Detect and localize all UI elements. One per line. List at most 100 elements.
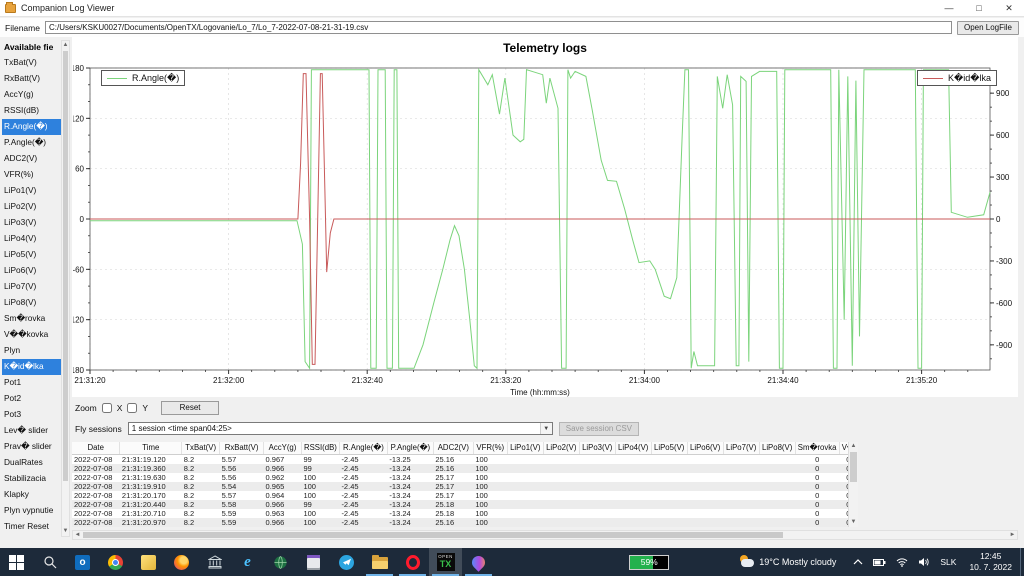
column-header-rssi-db[interactable]: RSSI(dB) (301, 442, 339, 454)
column-header-time[interactable]: Time (120, 442, 182, 454)
opentx-companion-icon[interactable]: OPENTX (429, 548, 462, 576)
sidebar-item-lev-slider[interactable]: Lev� slider (2, 423, 61, 439)
weather-widget[interactable]: 19°C Mostly cloudy (739, 555, 836, 569)
sidebar-item-lipo3-v[interactable]: LiPo3(V) (2, 215, 61, 231)
column-header-lipo6-v[interactable]: LiPo6(V) (687, 442, 723, 454)
battery-icon[interactable] (873, 558, 886, 567)
sidebar-scrollbar[interactable]: ▲ ▼ (61, 40, 70, 537)
columns-app-icon[interactable] (198, 548, 231, 576)
table-row[interactable]: 2022-07-0821:31:20.1708.25.570.964100-2.… (72, 491, 858, 500)
tray-chevron-icon[interactable] (853, 558, 863, 566)
column-header-accy-g[interactable]: AccY(g) (264, 442, 302, 454)
sidebar-item-pot1[interactable]: Pot1 (2, 375, 61, 391)
sidebar-item-plyn[interactable]: Plyn (2, 343, 61, 359)
start-icon[interactable] (0, 548, 33, 576)
zoom-y-checkbox[interactable] (127, 403, 137, 413)
telegram-icon[interactable] (330, 548, 363, 576)
scroll-right-icon[interactable]: ► (1008, 531, 1017, 539)
column-header-adc2-v[interactable]: ADC2(V) (433, 442, 473, 454)
hscroll-thumb[interactable] (83, 532, 783, 538)
globe-browser-icon[interactable] (264, 548, 297, 576)
table-row[interactable]: 2022-07-0821:31:20.9708.25.590.966100-2.… (72, 518, 858, 527)
table-scroll-thumb[interactable] (850, 452, 857, 482)
document-app-icon[interactable] (297, 548, 330, 576)
search-icon[interactable] (33, 548, 66, 576)
sidebar-item-adc2-v[interactable]: ADC2(V) (2, 151, 61, 167)
sidebar-item-prav-slider[interactable]: Prav� slider (2, 439, 61, 455)
opera-icon[interactable] (396, 548, 429, 576)
sidebar-item-v-kovka[interactable]: V��kovka (2, 327, 61, 343)
sidebar-item-lipo4-v[interactable]: LiPo4(V) (2, 231, 61, 247)
notes-icon[interactable] (132, 548, 165, 576)
sidebar-item-lipo6-v[interactable]: LiPo6(V) (2, 263, 61, 279)
column-header-r-angle[interactable]: R.Angle(�) (339, 442, 387, 454)
file-explorer-icon[interactable] (363, 548, 396, 576)
clock[interactable]: 12:45 10. 7. 2022 (969, 551, 1012, 572)
telemetry-chart[interactable]: 180120600-60-120-1809006003000-300-600-9… (73, 61, 1018, 397)
zoom-x-checkbox[interactable] (102, 403, 112, 413)
sidebar-item-r-angle[interactable]: R.Angle(�) (2, 119, 61, 135)
column-header-lipo1-v[interactable]: LiPo1(V) (507, 442, 543, 454)
show-desktop-button[interactable] (1020, 548, 1024, 576)
outlook-icon[interactable]: o (66, 548, 99, 576)
table-vertical-scrollbar[interactable]: ▲ ▼ (848, 442, 858, 527)
sidebar-item-pot3[interactable]: Pot3 (2, 407, 61, 423)
close-button[interactable]: ✕ (994, 0, 1024, 16)
column-header-lipo7-v[interactable]: LiPo7(V) (723, 442, 759, 454)
table-row[interactable]: 2022-07-0821:31:20.4408.25.580.96699-2.4… (72, 500, 858, 509)
sidebar-item-dualrates[interactable]: DualRates (2, 455, 61, 471)
scroll-left-icon[interactable]: ◄ (73, 531, 82, 539)
reset-button[interactable]: Reset (161, 401, 219, 415)
sidebar-item-rxbatt-v[interactable]: RxBatt(V) (2, 71, 61, 87)
paint-drop-icon[interactable] (462, 548, 495, 576)
sidebar-scroll-thumb[interactable] (63, 51, 68, 481)
battery-percentage-widget[interactable]: 59% (629, 555, 669, 570)
sidebar-item-lipo5-v[interactable]: LiPo5(V) (2, 247, 61, 263)
scroll-down-icon[interactable]: ▼ (849, 518, 858, 527)
column-header-txbat-v[interactable]: TxBat(V) (182, 442, 220, 454)
table-horizontal-scrollbar[interactable]: ◄ ► (72, 530, 1018, 540)
minimize-button[interactable]: — (934, 0, 964, 16)
language-indicator[interactable]: SLK (940, 557, 956, 567)
sidebar-item-lipo1-v[interactable]: LiPo1(V) (2, 183, 61, 199)
sidebar-item-lipo8-v[interactable]: LiPo8(V) (2, 295, 61, 311)
column-header-lipo2-v[interactable]: LiPo2(V) (543, 442, 579, 454)
chrome-icon[interactable] (99, 548, 132, 576)
firefox-icon[interactable] (165, 548, 198, 576)
table-row[interactable]: 2022-07-0821:31:19.9108.25.540.965100-2.… (72, 482, 858, 491)
filename-input[interactable] (45, 21, 952, 34)
sidebar-item-stabilizacia[interactable]: Stabilizacia (2, 471, 61, 487)
internet-explorer-icon[interactable]: e (231, 548, 264, 576)
column-header-p-angle[interactable]: P.Angle(�) (387, 442, 433, 454)
wifi-icon[interactable] (896, 557, 908, 567)
sidebar-item-k-id-lka[interactable]: K�id�lka (2, 359, 61, 375)
table-row[interactable]: 2022-07-0821:31:19.6308.25.560.962100-2.… (72, 473, 858, 482)
column-header-vfr[interactable]: VFR(%) (473, 442, 507, 454)
sidebar-item-lipo7-v[interactable]: LiPo7(V) (2, 279, 61, 295)
column-header-lipo3-v[interactable]: LiPo3(V) (579, 442, 615, 454)
table-row[interactable]: 2022-07-0821:31:19.1208.25.570.96799-2.4… (72, 454, 858, 464)
sidebar-item-p-angle[interactable]: P.Angle(�) (2, 135, 61, 151)
chevron-down-icon[interactable]: ▼ (540, 423, 552, 434)
scroll-up-icon[interactable]: ▲ (849, 442, 858, 451)
open-logfile-button[interactable]: Open LogFile (957, 21, 1019, 35)
sidebar-item-rssi-db[interactable]: RSSI(dB) (2, 103, 61, 119)
sidebar-item-accy-g[interactable]: AccY(g) (2, 87, 61, 103)
column-header-rxbatt-v[interactable]: RxBatt(V) (220, 442, 264, 454)
column-header-lipo5-v[interactable]: LiPo5(V) (651, 442, 687, 454)
sidebar-item-pot2[interactable]: Pot2 (2, 391, 61, 407)
scroll-up-icon[interactable]: ▲ (62, 41, 69, 50)
speaker-icon[interactable] (918, 557, 930, 567)
sidebar-item-txbat-v[interactable]: TxBat(V) (2, 55, 61, 71)
sidebar-item-timer-reset[interactable]: Timer Reset (2, 519, 61, 535)
scroll-down-icon[interactable]: ▼ (62, 527, 69, 536)
column-header-lipo4-v[interactable]: LiPo4(V) (615, 442, 651, 454)
column-header-lipo8-v[interactable]: LiPo8(V) (759, 442, 795, 454)
column-header-date[interactable]: Date (72, 442, 120, 454)
sidebar-item-vfr[interactable]: VFR(%) (2, 167, 61, 183)
sidebar-item-sm-rovka[interactable]: Sm�rovka (2, 311, 61, 327)
maximize-button[interactable]: □ (964, 0, 994, 16)
column-header-sm-rovka[interactable]: Sm�rovka (795, 442, 839, 454)
table-row[interactable]: 2022-07-0821:31:19.3608.25.560.96699-2.4… (72, 464, 858, 473)
sidebar-item-plyn-vypnutie[interactable]: Plyn vypnutie (2, 503, 61, 519)
